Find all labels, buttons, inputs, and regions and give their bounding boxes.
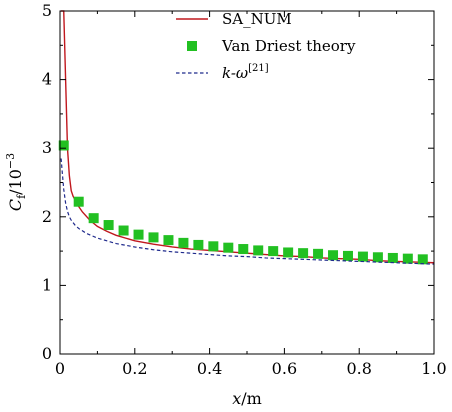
x-tick-label: 0.2 xyxy=(122,359,147,378)
legend-swatch-van-driest xyxy=(187,41,197,51)
y-axis-label-unit: /10 xyxy=(6,169,25,195)
data-point-van-driest xyxy=(88,213,99,224)
x-axis-label-text: x/m xyxy=(232,389,262,408)
data-point-van-driest xyxy=(133,229,144,240)
x-tick-label: 0.6 xyxy=(272,359,297,378)
data-point-van-driest xyxy=(283,247,294,258)
data-point-van-driest xyxy=(357,251,368,262)
plot-content xyxy=(58,10,435,265)
y-tick-label: 4 xyxy=(42,70,52,89)
y-axis-label: Cf/10−3 xyxy=(4,153,28,211)
x-tick-label: 0.8 xyxy=(346,359,371,378)
x-axis-label-unit: /m xyxy=(241,389,262,408)
y-tick-label: 2 xyxy=(42,207,52,226)
legend-label-k-omega: k-ω[21] xyxy=(222,63,269,82)
data-point-van-driest xyxy=(298,248,309,259)
data-point-van-driest xyxy=(313,248,324,259)
y-tick-label: 5 xyxy=(42,1,52,20)
data-point-van-driest xyxy=(163,235,174,246)
x-axis-label-var: x xyxy=(232,389,241,408)
legend: SA_NUM Van Driest theory k-ω[21] xyxy=(176,10,356,82)
data-point-van-driest xyxy=(328,250,339,261)
axis-ticks: 0 0.2 0.4 0.6 0.8 1.0 0 1 2 3 4 5 xyxy=(42,1,447,378)
data-point-van-driest xyxy=(253,245,264,256)
legend-label-k-omega-ref: [21] xyxy=(248,63,269,74)
x-tick-label: 0.4 xyxy=(197,359,222,378)
data-point-van-driest xyxy=(238,244,249,255)
data-point-van-driest xyxy=(223,242,234,253)
x-tick-label: 0 xyxy=(55,359,65,378)
y-axis-label-exp: −3 xyxy=(4,153,17,169)
legend-label-k-omega-main: k-ω xyxy=(222,64,248,82)
data-point-van-driest xyxy=(402,253,413,264)
plot-frame xyxy=(59,10,435,355)
y-axis-label-sub: f xyxy=(15,194,28,199)
data-point-van-driest xyxy=(103,220,114,231)
y-tick-label: 1 xyxy=(42,275,52,294)
data-point-van-driest xyxy=(118,225,129,236)
data-point-van-driest xyxy=(342,250,353,261)
data-point-van-driest xyxy=(372,252,383,263)
data-point-van-driest xyxy=(148,232,159,243)
series-markers-van-driest xyxy=(58,140,428,265)
data-point-van-driest xyxy=(58,140,69,151)
y-axis-label-text: Cf/10−3 xyxy=(4,153,28,211)
series-line-k-omega xyxy=(60,158,435,265)
y-tick-label: 3 xyxy=(42,138,52,157)
data-point-van-driest xyxy=(387,252,398,263)
data-point-van-driest xyxy=(417,254,428,265)
data-point-van-driest xyxy=(268,246,279,257)
data-point-van-driest xyxy=(208,241,219,252)
y-tick-label: 0 xyxy=(42,344,52,363)
data-point-van-driest xyxy=(178,237,189,248)
x-tick-label: 1.0 xyxy=(421,359,446,378)
legend-label-sa-num: SA_NUM xyxy=(222,10,292,28)
y-axis-label-var: C xyxy=(6,199,25,211)
x-axis-label: x/m xyxy=(232,389,262,408)
data-point-van-driest xyxy=(73,196,84,207)
data-point-van-driest xyxy=(193,239,204,250)
legend-label-van-driest: Van Driest theory xyxy=(221,37,356,55)
